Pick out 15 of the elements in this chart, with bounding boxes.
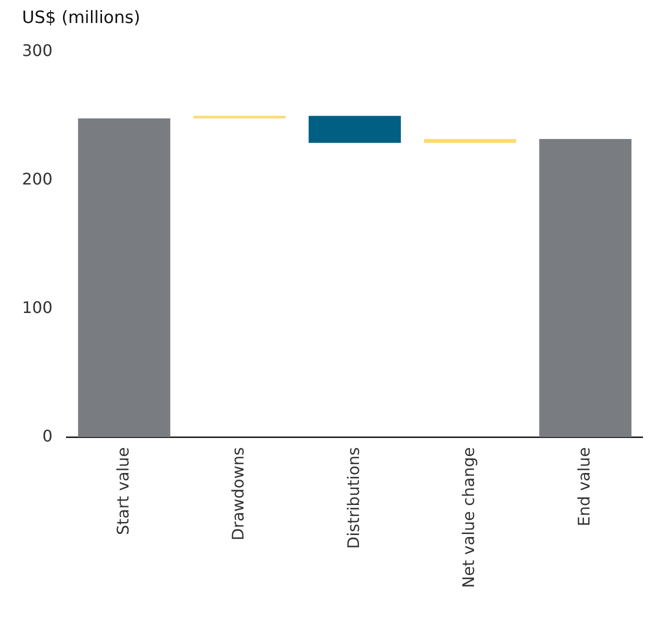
x-tick-label: Start value [113,447,132,536]
x-tick-label: End value [574,447,594,526]
x-tick-label: Drawdowns [228,447,248,540]
y-tick-label: 0 [42,426,53,446]
bar [308,116,401,143]
bar [78,118,170,438]
x-tick-label: Distributions [344,447,363,549]
x-tick-label: Net value change [459,447,478,588]
bar [539,138,632,438]
y-axis-title: US$ (millions) [22,8,142,28]
bar [193,116,286,118]
y-tick-label: 300 [22,40,53,60]
y-tick-label: 100 [22,298,53,317]
bar [424,138,516,143]
y-tick-label: 200 [22,169,53,188]
